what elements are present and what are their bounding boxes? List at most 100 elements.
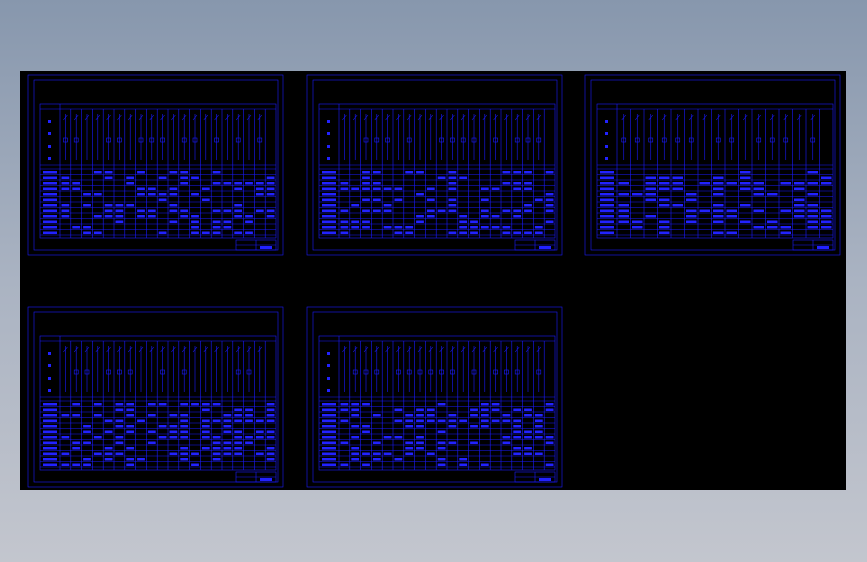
symbol — [605, 132, 608, 135]
row-label — [322, 452, 336, 455]
cell-text — [480, 209, 489, 212]
symbol — [48, 120, 51, 123]
cell-text — [147, 414, 156, 417]
drawing-line — [257, 114, 263, 121]
cell-text — [513, 215, 522, 218]
cell-text — [234, 414, 243, 417]
cell-text — [126, 447, 135, 450]
row-label — [322, 403, 336, 406]
cell-text — [740, 182, 751, 185]
cell-text — [158, 193, 167, 196]
cell-text — [470, 226, 478, 229]
drawing-line — [225, 114, 230, 121]
cell-text — [212, 171, 221, 174]
drawing-line — [493, 346, 498, 353]
drawing-line — [621, 114, 626, 121]
cell-text — [169, 430, 178, 433]
cell-text — [491, 403, 500, 406]
cell-text — [351, 204, 360, 207]
breaker — [536, 137, 542, 143]
cell-text — [394, 226, 403, 229]
cell-text — [659, 176, 670, 179]
cell-text — [545, 220, 554, 223]
cell-text — [426, 408, 435, 411]
cell-text — [524, 430, 532, 433]
drawing-line — [450, 114, 455, 121]
cell-text — [340, 441, 349, 444]
cell-text — [794, 209, 805, 212]
cell-text — [448, 414, 457, 417]
row-label — [322, 182, 336, 185]
row-label — [600, 209, 614, 212]
drawing-line — [106, 114, 111, 121]
cell-text — [115, 215, 124, 218]
drawing-line — [729, 114, 734, 121]
cell-text — [524, 209, 532, 212]
cell-text — [448, 187, 457, 190]
breaker — [117, 137, 122, 143]
drawing-line — [84, 114, 90, 121]
cell-text — [234, 419, 243, 422]
cell-text — [416, 436, 424, 439]
breaker — [385, 137, 390, 143]
cell-text — [383, 452, 392, 455]
cell-text — [405, 452, 414, 455]
cell-text — [362, 463, 370, 466]
cell-text — [753, 182, 764, 185]
cell-text — [618, 209, 629, 212]
cell-text — [448, 182, 457, 185]
cell-text — [416, 447, 424, 450]
cell-text — [416, 441, 424, 444]
cell-text — [405, 447, 414, 450]
drawing-line — [203, 114, 209, 121]
drawing-line — [396, 114, 401, 121]
breaker — [149, 137, 155, 143]
drawing-line — [117, 346, 122, 353]
cell-text — [126, 408, 135, 411]
breaker — [729, 137, 735, 143]
cell-text — [351, 403, 360, 406]
cell-text — [672, 182, 683, 185]
cell-text — [807, 193, 818, 196]
cell-text — [180, 452, 189, 455]
cell-text — [426, 209, 435, 212]
cell-text — [807, 226, 818, 229]
row-label — [43, 452, 57, 455]
cell-text — [545, 441, 554, 444]
cell-text — [169, 220, 178, 223]
breaker — [117, 369, 122, 375]
cell-text — [351, 452, 360, 455]
row-label — [43, 436, 57, 439]
breaker — [460, 137, 466, 143]
cell-text — [191, 176, 199, 179]
cell-text — [147, 187, 156, 190]
cell-text — [426, 414, 435, 417]
cell-text — [234, 182, 243, 185]
drawing-line — [95, 346, 101, 353]
cell-text — [115, 204, 124, 207]
cell-text — [340, 220, 349, 223]
cell-text — [126, 463, 135, 466]
cell-text — [686, 220, 697, 223]
drawing-line — [374, 346, 380, 353]
cell-text — [93, 193, 102, 196]
cell-text — [115, 419, 124, 422]
cell-text — [491, 408, 500, 411]
cell-text — [372, 452, 381, 455]
drawing-sheet — [584, 74, 841, 256]
cell-text — [502, 419, 511, 422]
drawing-line — [363, 346, 369, 353]
cell-text — [645, 215, 656, 218]
breaker — [715, 137, 721, 143]
row-label — [322, 419, 336, 422]
cell-text — [180, 430, 189, 433]
cell-text — [137, 171, 145, 174]
drawing-line — [192, 346, 198, 353]
cell-text — [340, 187, 349, 190]
cell-text — [72, 414, 81, 417]
symbol — [48, 364, 51, 367]
cell-text — [93, 414, 102, 417]
row-label — [43, 171, 57, 174]
cell-text — [255, 193, 264, 196]
breaker — [688, 137, 694, 143]
